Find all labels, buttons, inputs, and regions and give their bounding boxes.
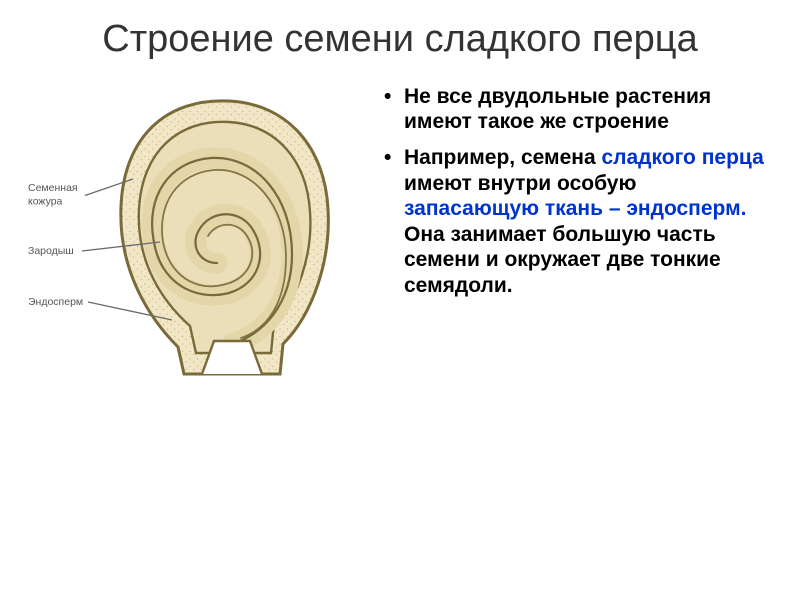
label-seed-coat-1: Семенная xyxy=(28,182,78,194)
bullet-2-hl1: сладкого перца xyxy=(601,146,763,169)
bullet-2-hl2: запасающую ткань – эндосперм. xyxy=(404,197,746,220)
label-seed-coat-2: кожура xyxy=(28,195,63,207)
bullet-list: Не все двудольные растения имеют такое ж… xyxy=(382,84,772,299)
label-endosperm: Эндосперм xyxy=(28,296,83,308)
bullet-1-text: Не все двудольные растения имеют такое ж… xyxy=(404,85,711,134)
bullet-item-2: Например, семена сладкого перца имеют вн… xyxy=(382,145,772,299)
label-embryo: Зародыш xyxy=(28,245,74,257)
bullet-2-mid: имеют внутри особую xyxy=(404,172,636,195)
seed-svg: Семенная кожура Зародыш Эндосперм xyxy=(16,80,376,410)
slide-title: Строение семени сладкого перца xyxy=(0,0,800,70)
seed-diagram: Семенная кожура Зародыш Эндосперм xyxy=(16,80,376,410)
bullet-list-container: Не все двудольные растения имеют такое ж… xyxy=(376,80,772,309)
bullet-2-suffix: Она занимает большую часть семени и окру… xyxy=(404,223,721,297)
bullet-item-1: Не все двудольные растения имеют такое ж… xyxy=(382,84,772,135)
bullet-2-prefix: Например, семена xyxy=(404,146,601,169)
content-row: Семенная кожура Зародыш Эндосперм Не все… xyxy=(0,70,800,410)
hilum xyxy=(202,341,262,374)
slide-root: Строение семени сладкого перца xyxy=(0,0,800,600)
